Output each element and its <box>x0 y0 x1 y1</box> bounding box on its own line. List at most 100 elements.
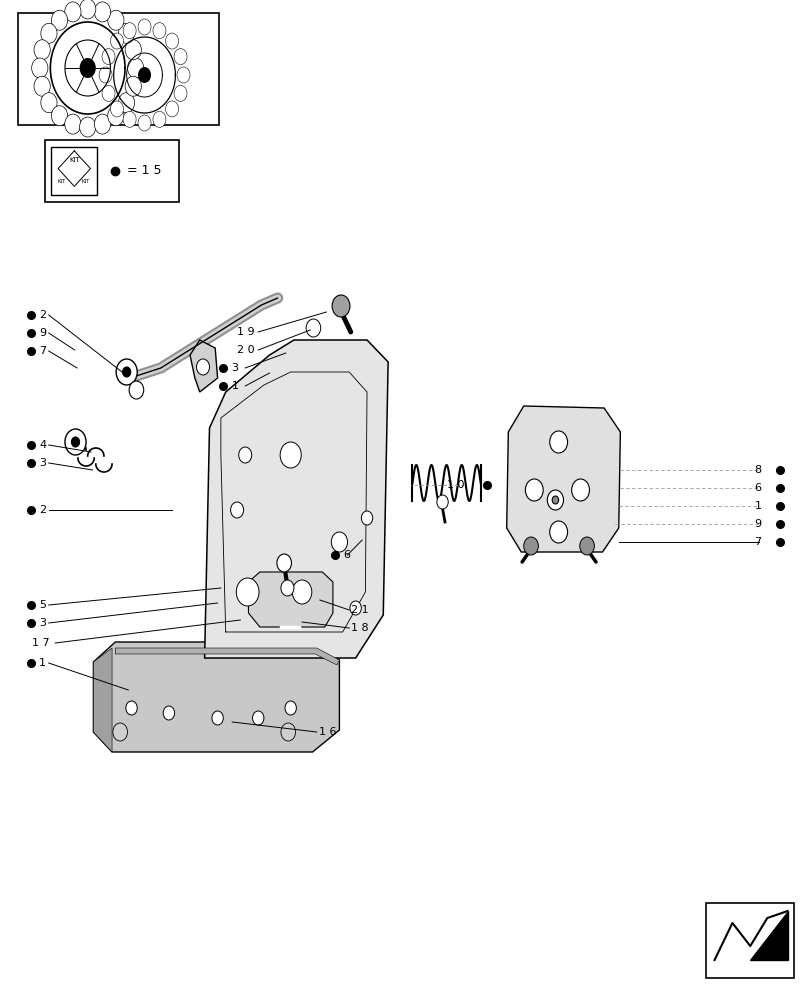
Circle shape <box>252 711 264 725</box>
Circle shape <box>34 76 50 96</box>
Circle shape <box>110 33 123 49</box>
Circle shape <box>118 23 135 43</box>
Circle shape <box>238 447 251 463</box>
Bar <box>45 140 178 202</box>
Circle shape <box>152 23 165 39</box>
Text: 8: 8 <box>753 465 761 475</box>
Circle shape <box>51 10 67 30</box>
Circle shape <box>123 23 136 39</box>
Text: KIT: KIT <box>82 179 90 184</box>
Circle shape <box>41 23 57 43</box>
Polygon shape <box>506 406 620 552</box>
Circle shape <box>332 295 350 317</box>
Circle shape <box>306 319 320 337</box>
Text: 1 7: 1 7 <box>32 638 50 648</box>
Circle shape <box>65 429 86 455</box>
Circle shape <box>196 359 209 375</box>
Text: 1: 1 <box>231 381 238 391</box>
Circle shape <box>436 495 448 509</box>
Text: 2: 2 <box>39 310 46 320</box>
Circle shape <box>579 537 594 555</box>
Circle shape <box>152 111 165 127</box>
Circle shape <box>32 58 48 78</box>
Circle shape <box>165 101 178 117</box>
Circle shape <box>113 723 127 741</box>
Circle shape <box>102 49 115 65</box>
Text: 2: 2 <box>39 505 46 515</box>
Circle shape <box>280 442 301 468</box>
Text: KIT: KIT <box>69 157 79 163</box>
Circle shape <box>34 40 50 60</box>
Circle shape <box>94 114 110 134</box>
Polygon shape <box>93 642 339 752</box>
Circle shape <box>350 601 361 615</box>
Circle shape <box>277 554 291 572</box>
Polygon shape <box>749 911 787 960</box>
Circle shape <box>285 701 296 715</box>
Text: = 1 5: = 1 5 <box>127 164 161 177</box>
Bar <box>51 147 97 195</box>
Circle shape <box>102 85 115 101</box>
Circle shape <box>281 723 295 741</box>
Circle shape <box>174 49 187 65</box>
Text: 2 0: 2 0 <box>237 345 255 355</box>
Text: 7: 7 <box>39 346 46 356</box>
Circle shape <box>122 367 131 377</box>
Polygon shape <box>204 340 388 658</box>
Circle shape <box>138 19 151 35</box>
Circle shape <box>94 2 110 22</box>
Text: 3: 3 <box>39 458 46 468</box>
Circle shape <box>571 479 589 501</box>
Circle shape <box>281 580 294 596</box>
Circle shape <box>549 521 567 543</box>
Circle shape <box>174 85 187 101</box>
Circle shape <box>123 111 136 127</box>
Circle shape <box>116 359 137 385</box>
Circle shape <box>41 93 57 113</box>
Circle shape <box>212 711 223 725</box>
Circle shape <box>361 511 372 525</box>
Circle shape <box>65 114 81 134</box>
Text: 1: 1 <box>39 658 46 668</box>
Circle shape <box>138 115 151 131</box>
Circle shape <box>230 502 243 518</box>
Circle shape <box>125 40 141 60</box>
Circle shape <box>331 532 347 552</box>
Polygon shape <box>190 340 217 392</box>
Bar <box>706 903 793 978</box>
Circle shape <box>127 58 144 78</box>
Circle shape <box>523 537 538 555</box>
Circle shape <box>163 706 174 720</box>
Circle shape <box>177 67 190 83</box>
Circle shape <box>65 2 81 22</box>
Text: 2 1: 2 1 <box>350 605 368 615</box>
Circle shape <box>79 58 96 78</box>
Circle shape <box>236 578 259 606</box>
Circle shape <box>71 437 79 447</box>
Text: 1: 1 <box>753 501 761 511</box>
Circle shape <box>129 381 144 399</box>
Circle shape <box>51 106 67 126</box>
Text: 1 0: 1 0 <box>446 480 464 490</box>
Circle shape <box>551 496 558 504</box>
Polygon shape <box>248 572 333 627</box>
Text: 3: 3 <box>231 363 238 373</box>
Text: 1 9: 1 9 <box>237 327 255 337</box>
Circle shape <box>108 106 124 126</box>
Circle shape <box>126 701 137 715</box>
Circle shape <box>108 10 124 30</box>
Text: 3: 3 <box>39 618 46 628</box>
Circle shape <box>165 33 178 49</box>
Text: 7: 7 <box>753 537 761 547</box>
Circle shape <box>549 431 567 453</box>
Circle shape <box>79 117 96 137</box>
Circle shape <box>118 93 135 113</box>
Circle shape <box>138 67 151 83</box>
Circle shape <box>79 0 96 19</box>
Text: 4: 4 <box>39 440 46 450</box>
Circle shape <box>99 67 112 83</box>
Bar <box>18 13 219 125</box>
Circle shape <box>525 479 543 501</box>
Text: 5: 5 <box>39 600 46 610</box>
Circle shape <box>110 101 123 117</box>
